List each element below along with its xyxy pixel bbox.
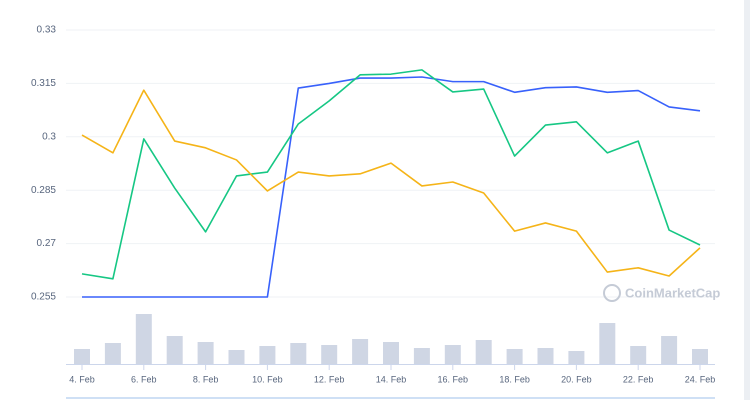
volume-bar — [692, 349, 708, 364]
x-tick-label: 8. Feb — [193, 374, 219, 384]
y-tick-label: 0.27 — [37, 238, 57, 249]
x-tick-label: 24. Feb — [685, 374, 716, 384]
volume-bar — [413, 348, 430, 364]
watermark: CoinMarketCap — [603, 284, 720, 302]
x-tick-label: 14. Feb — [376, 374, 407, 384]
series-line — [81, 69, 701, 280]
volume-bar — [506, 349, 523, 364]
volume-bar — [166, 336, 183, 364]
x-tick-label: 16. Feb — [438, 374, 469, 384]
volume-bar — [352, 339, 369, 364]
volume-bar — [568, 351, 585, 364]
volume-bar — [259, 346, 276, 364]
volume-bar — [537, 348, 554, 364]
x-tick-label: 6. Feb — [131, 374, 157, 384]
volume-bar — [104, 343, 121, 364]
series-line — [81, 89, 701, 277]
volume-bar — [135, 314, 152, 364]
x-tick-label: 4. Feb — [69, 374, 95, 384]
volume-bar — [321, 345, 338, 364]
y-tick-label: 0.285 — [31, 185, 56, 196]
y-tick-label: 0.315 — [31, 78, 56, 89]
scrollbar — [744, 0, 750, 400]
volume-bar — [290, 343, 307, 364]
volume-bar — [630, 346, 647, 364]
volume-bar — [74, 349, 90, 364]
watermark-text: CoinMarketCap — [625, 285, 720, 300]
x-tick-label: 22. Feb — [623, 374, 654, 384]
x-tick-label: 18. Feb — [499, 374, 530, 384]
y-tick-label: 0.255 — [31, 292, 56, 303]
watermark-logo — [603, 284, 621, 302]
volume-bar — [228, 350, 245, 364]
y-tick-label: 0.33 — [37, 25, 57, 36]
volume-bar — [475, 340, 492, 364]
x-tick-label: 10. Feb — [252, 374, 283, 384]
volume-bar — [383, 342, 399, 364]
series-line — [82, 76, 701, 298]
y-tick-label: 0.3 — [42, 131, 56, 142]
volume-bar — [444, 345, 461, 364]
x-tick-label: 20. Feb — [561, 374, 592, 384]
volume-bar — [599, 323, 616, 364]
volume-bar — [197, 342, 214, 364]
volume-bar — [661, 336, 678, 364]
x-tick-label: 12. Feb — [314, 374, 345, 384]
